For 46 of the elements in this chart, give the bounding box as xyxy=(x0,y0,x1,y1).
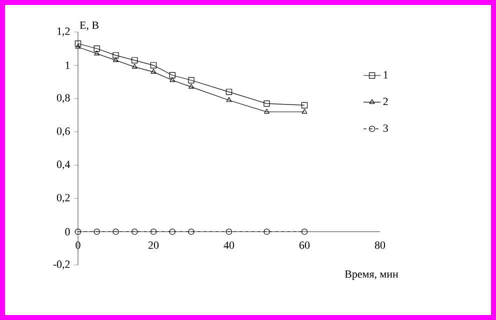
point xyxy=(94,46,100,52)
point xyxy=(150,68,156,74)
point xyxy=(150,62,157,68)
point xyxy=(169,72,176,78)
point xyxy=(170,77,176,82)
point xyxy=(302,108,308,114)
point xyxy=(264,108,270,114)
y-tick-label: 0,4 xyxy=(56,160,70,170)
point xyxy=(150,228,157,235)
point xyxy=(188,228,194,235)
point xyxy=(226,228,232,235)
point xyxy=(226,97,232,102)
legend-label: 1 xyxy=(384,71,388,78)
point xyxy=(301,102,308,108)
y-tick-label: 0,6 xyxy=(56,127,70,136)
point xyxy=(132,57,138,64)
point xyxy=(132,64,138,69)
point xyxy=(169,228,176,235)
point xyxy=(74,228,82,235)
point xyxy=(188,77,194,84)
y-axis-title: E, B xyxy=(80,22,98,30)
point xyxy=(94,228,100,235)
x-tick-label: 0 xyxy=(76,241,80,249)
point xyxy=(113,57,118,62)
y-tick-label: 0,8 xyxy=(56,94,70,104)
x-tick-label: 20 xyxy=(148,241,159,249)
point xyxy=(301,228,308,235)
x-tick-label: 40 xyxy=(224,241,234,249)
y-tick-label: -0,2 xyxy=(53,260,70,270)
legend-label: 2 xyxy=(383,98,388,106)
x-tick-label: 60 xyxy=(299,241,310,249)
legend-label: 3 xyxy=(383,124,388,132)
y-tick-label: 1 xyxy=(66,62,70,69)
point xyxy=(112,52,119,58)
point xyxy=(132,228,138,235)
point xyxy=(94,50,100,56)
point xyxy=(188,84,194,89)
x-tick-label: 80 xyxy=(374,241,386,249)
y-tick-label: 0,2 xyxy=(56,194,70,203)
point xyxy=(226,88,232,96)
y-tick-label: 1,2 xyxy=(58,28,70,36)
point xyxy=(264,100,270,107)
y-tick-label: 0 xyxy=(65,228,70,236)
point xyxy=(112,228,119,235)
point xyxy=(264,228,270,235)
x-axis-title: Время, мин xyxy=(344,270,398,280)
